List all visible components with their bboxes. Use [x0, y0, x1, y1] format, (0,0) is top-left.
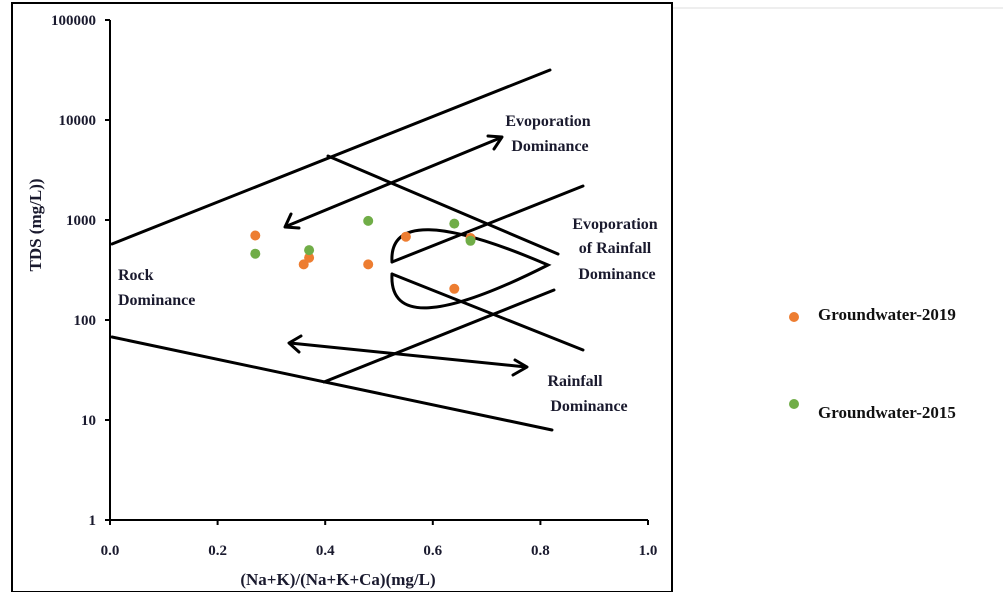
y-tick-label: 100000: [51, 13, 96, 29]
dominance-arrows: [283, 134, 529, 377]
rainfall-dominance-label: Rainfall Dominance: [547, 373, 627, 415]
upper-diagonal-line: [390, 184, 585, 264]
point-groundwater-2015: [449, 218, 460, 229]
point-groundwater-2015: [465, 235, 476, 246]
point-groundwater-2019: [400, 231, 411, 242]
point-groundwater-2015: [304, 245, 315, 256]
y-tick-label: 1: [89, 513, 97, 529]
legend-label-2019: Groundwater-2019: [818, 305, 956, 324]
y-tick-label: 10: [81, 413, 96, 429]
y-axis-title: TDS (mg/L)): [26, 178, 45, 271]
x-tick-label: 0.8: [531, 543, 550, 559]
evaporation-arrow-head-left: [283, 212, 301, 230]
y-tick-label: 1000: [66, 213, 96, 229]
x-tick-label: 1.0: [639, 543, 658, 559]
evaporation-arrow-shaft: [285, 136, 502, 228]
legend-marker-2015: [789, 399, 799, 409]
legend-label-2015: Groundwater-2015: [818, 403, 956, 422]
lower-diagonal-line: [390, 272, 585, 352]
legend-marker-2019: [789, 312, 799, 322]
x-tick-label: 0.6: [423, 543, 442, 559]
evaporation-dominance-label: Evoporation Dominance: [505, 113, 594, 155]
point-groundwater-2019: [298, 259, 309, 270]
gibbs-envelope: [110, 68, 585, 432]
lower-inner-line: [322, 288, 556, 384]
y-tick-label: 10000: [59, 113, 97, 129]
x-tick-label: 0.4: [316, 543, 335, 559]
x-ticks: 0.0 0.2 0.4 0.6 0.8 1.0: [101, 520, 658, 559]
point-groundwater-2019: [250, 230, 261, 241]
lower-boundary-line: [110, 335, 554, 432]
region-labels: Evoporation Dominance Evoporation of Rai…: [118, 113, 661, 415]
point-groundwater-2019: [449, 283, 460, 294]
point-groundwater-2015: [250, 248, 261, 259]
point-groundwater-2015: [363, 215, 374, 226]
point-groundwater-2019: [304, 252, 315, 263]
point-groundwater-2019: [363, 259, 374, 270]
upper-inner-line: [326, 154, 560, 256]
x-tick-label: 0.0: [101, 543, 120, 559]
rainfall-arrow-head-left: [287, 334, 303, 354]
rock-dominance-label: Rock Dominance: [118, 267, 195, 309]
evaporation-arrow-head-right: [486, 134, 504, 151]
rainfall-arrow-shaft: [288, 341, 528, 369]
x-axis-title: (Na+K)/(Na+K+Ca)(mg/L): [240, 570, 435, 589]
y-tick-label: 100: [74, 313, 97, 329]
series-groundwater-2019-points: [250, 230, 476, 294]
legend: Groundwater-2019 Groundwater-2015: [789, 305, 956, 422]
rainfall-arrow-head-right: [511, 358, 529, 377]
plot-axes: [109, 20, 648, 521]
y-ticks: 1 10 100 1000 10000 100000: [51, 13, 110, 529]
x-tick-label: 0.2: [208, 543, 227, 559]
series-groundwater-2015-points: [250, 215, 476, 259]
chart-frame: [11, 2, 673, 592]
evaporation-rainfall-dominance-label: Evoporation of Rainfall Dominance: [572, 216, 661, 283]
